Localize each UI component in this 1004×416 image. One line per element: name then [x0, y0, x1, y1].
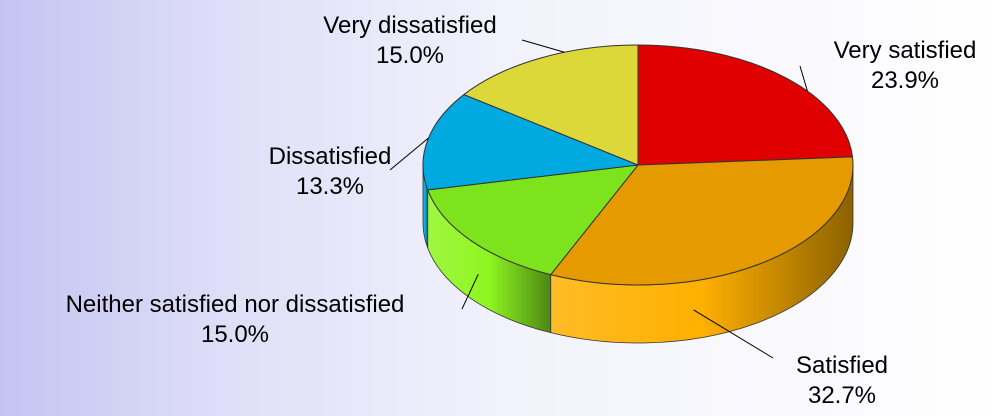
leader-neither	[461, 274, 479, 310]
pie-tops	[422, 44, 854, 286]
slice-dissatisfied	[422, 93, 639, 191]
label-satisfied-name: Satisfied	[795, 352, 889, 379]
label-satisfied-value: 32.7%	[807, 382, 877, 409]
label-very-satisfied: Very satisfied 23.9%	[805, 36, 1004, 96]
label-dissatisfied-value: 13.3%	[295, 173, 365, 200]
slice-neither	[426, 164, 640, 276]
label-neither-name: Neither satisfied nor dissatisfied	[65, 291, 405, 318]
label-satisfied: Satisfied 32.7%	[742, 351, 942, 411]
leader-very-satisfied	[799, 65, 808, 92]
slice-very-satisfied	[637, 44, 854, 166]
label-very-dissatisfied-value: 15.0%	[375, 42, 445, 69]
label-dissatisfied-name: Dissatisfied	[268, 143, 392, 170]
leader-satisfied	[693, 309, 774, 359]
leader-lines	[389, 39, 808, 359]
label-dissatisfied: Dissatisfied 13.3%	[230, 142, 430, 202]
label-neither: Neither satisfied nor dissatisfied 15.0%	[0, 290, 470, 350]
label-very-satisfied-value: 23.9%	[870, 67, 940, 94]
label-neither-value: 15.0%	[200, 321, 270, 348]
slice-satisfied	[549, 156, 854, 286]
leader-very-dissatisfied	[521, 39, 565, 53]
slice-very-dissatisfied	[462, 44, 639, 166]
label-very-dissatisfied: Very dissatisfied 15.0%	[285, 11, 535, 71]
label-very-dissatisfied-name: Very dissatisfied	[323, 12, 497, 39]
leader-dissatisfied	[389, 137, 429, 171]
label-very-satisfied-name: Very satisfied	[833, 37, 977, 64]
